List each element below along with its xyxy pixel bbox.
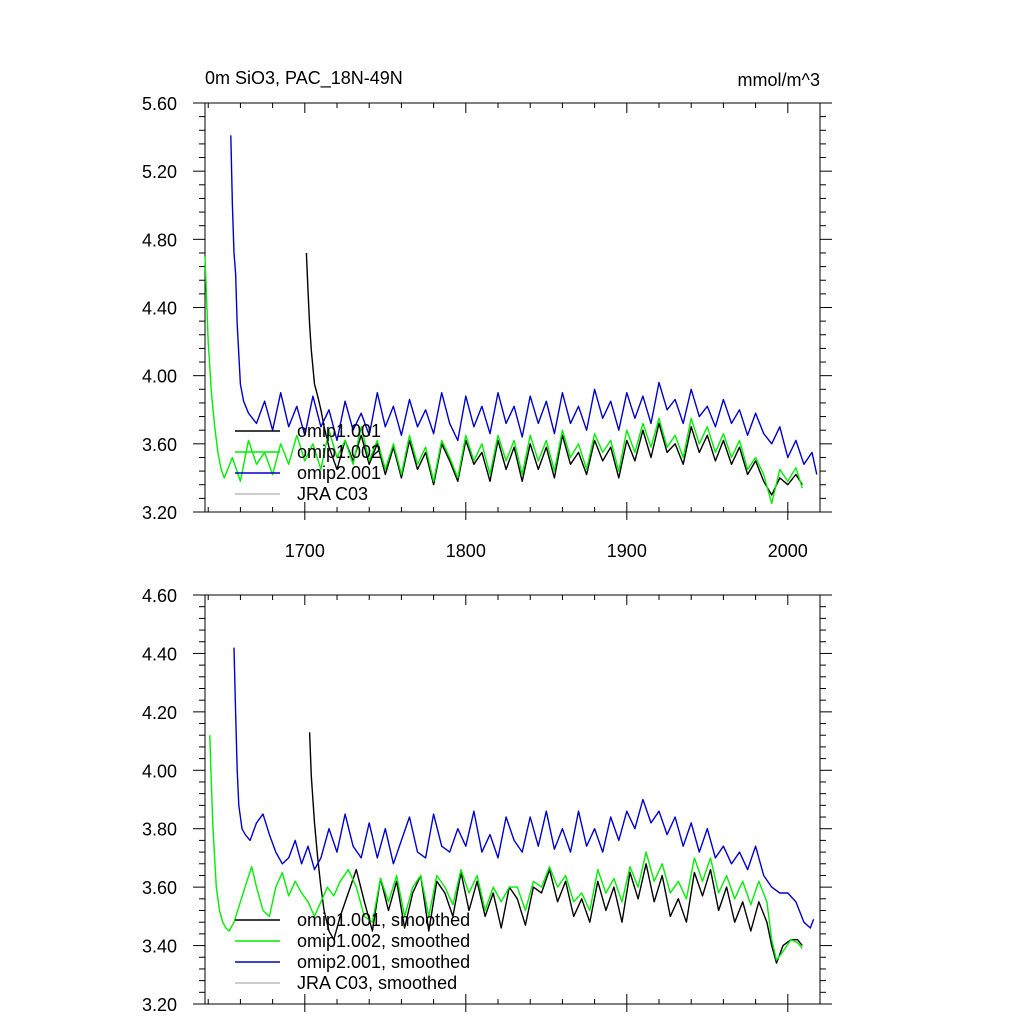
top-panel-series xyxy=(204,135,818,505)
x-tick-label: 1700 xyxy=(285,541,325,561)
y-tick-label: 4.00 xyxy=(142,761,177,781)
y-tick-label: 4.80 xyxy=(142,230,177,250)
top-panel-axes: 1700 1800 1900 2000 3.20 3.60 4.00 4.40 4.80 5.20… xyxy=(142,94,832,561)
legend-label: omip2.001 xyxy=(297,463,381,483)
top-panel-units: mmol/m^3 xyxy=(738,70,820,90)
series-line-omip1-002-smoothed xyxy=(209,735,803,961)
y-tick-label: 5.60 xyxy=(142,94,177,114)
legend-label: omip1.002 xyxy=(297,442,381,462)
legend-label: omip2.001, smoothed xyxy=(297,952,470,972)
y-tick-label: 3.40 xyxy=(142,937,177,957)
top-panel-title: 0m SiO3, PAC_18N-49N xyxy=(205,68,403,89)
legend-label: JRA C03, smoothed xyxy=(297,973,457,993)
series-line-omip1-001-smoothed xyxy=(308,732,803,964)
y-tick-label: 3.20 xyxy=(142,503,177,523)
series-line-omip1-002 xyxy=(204,256,803,505)
y-tick-label: 3.60 xyxy=(142,878,177,898)
y-tick-label: 4.40 xyxy=(142,299,177,319)
y-tick-label: 4.20 xyxy=(142,703,177,723)
legend-label: JRA C03 xyxy=(297,484,368,504)
bottom-panel: 3.20 3.40 3.60 3.80 4.00 4.20 4.40 4.60 omip1.0… xyxy=(142,586,832,1015)
bottom-panel-series xyxy=(209,647,815,964)
y-tick-label: 5.20 xyxy=(142,162,177,182)
y-tick-label: 4.60 xyxy=(142,586,177,606)
legend-label: omip1.002, smoothed xyxy=(297,931,470,951)
series-line-omip2-001-smoothed xyxy=(233,647,815,929)
x-tick-label: 1900 xyxy=(607,541,647,561)
y-tick-label: 3.20 xyxy=(142,995,177,1015)
plot-frame xyxy=(204,594,821,1005)
y-tick-label: 3.60 xyxy=(142,435,177,455)
x-tick-label: 2000 xyxy=(768,541,808,561)
top-panel: 0m SiO3, PAC_18N-49N mmol/m^3 1700 1800 19… xyxy=(142,68,832,561)
legend-label: omip1.001 xyxy=(297,421,381,441)
bottom-panel-axes: 3.20 3.40 3.60 3.80 4.00 4.20 4.40 4.60 xyxy=(142,586,832,1015)
series-line-omip2-001 xyxy=(230,135,818,475)
x-tick-label: 1800 xyxy=(446,541,486,561)
legend-label: omip1.001, smoothed xyxy=(297,910,470,930)
y-tick-label: 4.00 xyxy=(142,367,177,387)
y-tick-label: 4.40 xyxy=(142,644,177,664)
y-tick-label: 3.80 xyxy=(142,820,177,840)
